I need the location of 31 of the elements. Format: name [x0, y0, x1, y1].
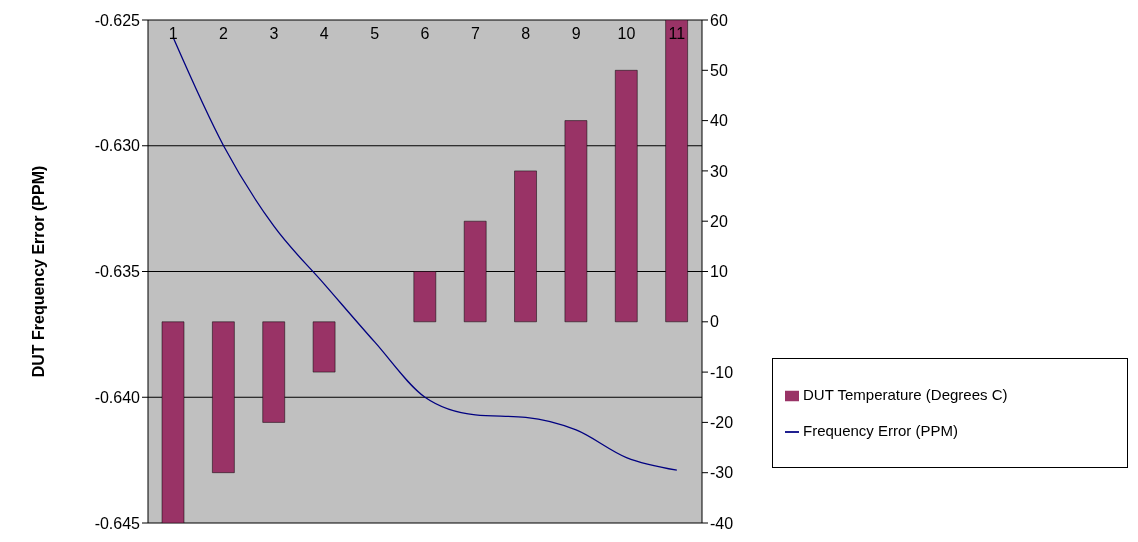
y-tick-label: -0.625	[94, 11, 141, 29]
x-tick-label: 8	[521, 25, 531, 43]
y2-tick-label: 50	[710, 61, 728, 79]
y2-tick-label: 20	[710, 212, 728, 230]
y2-tick-label: 0	[710, 313, 719, 331]
x-tick-label: 10	[617, 25, 636, 43]
y2-tick-label: 30	[710, 162, 728, 180]
x-tick-label: 11	[668, 25, 686, 43]
y2-tick-label: -40	[710, 514, 734, 532]
x-tick-label: 6	[420, 25, 430, 43]
x-tick-label: 2	[219, 25, 229, 43]
y2-tick-label: 10	[710, 263, 728, 281]
x-tick-label: 4	[319, 25, 329, 43]
legend-label: DUT Temperature (Degrees C)	[803, 386, 1008, 403]
y2-tick-label: 40	[710, 112, 728, 130]
y-axis-title: DUT Frequency Error (PPM)	[29, 165, 47, 378]
x-tick-label: 5	[370, 25, 380, 43]
y-tick-label: -0.640	[94, 388, 141, 406]
legend-label: Frequency Error (PPM)	[803, 422, 959, 439]
bar	[312, 321, 336, 373]
y2-tick-label: -10	[710, 363, 734, 381]
y-tick-label: -0.630	[94, 137, 141, 155]
y-tick-label: -0.645	[94, 514, 141, 532]
x-tick-label: 3	[269, 25, 279, 43]
x-tick-label: 1	[168, 25, 178, 43]
y-tick-label: -0.635	[94, 263, 141, 281]
x-tick-label: 9	[571, 25, 581, 43]
y2-tick-label: 60	[710, 11, 728, 29]
y2-tick-label: -20	[710, 414, 734, 432]
y2-tick-label: -30	[710, 464, 734, 482]
x-tick-label: 7	[470, 25, 480, 43]
